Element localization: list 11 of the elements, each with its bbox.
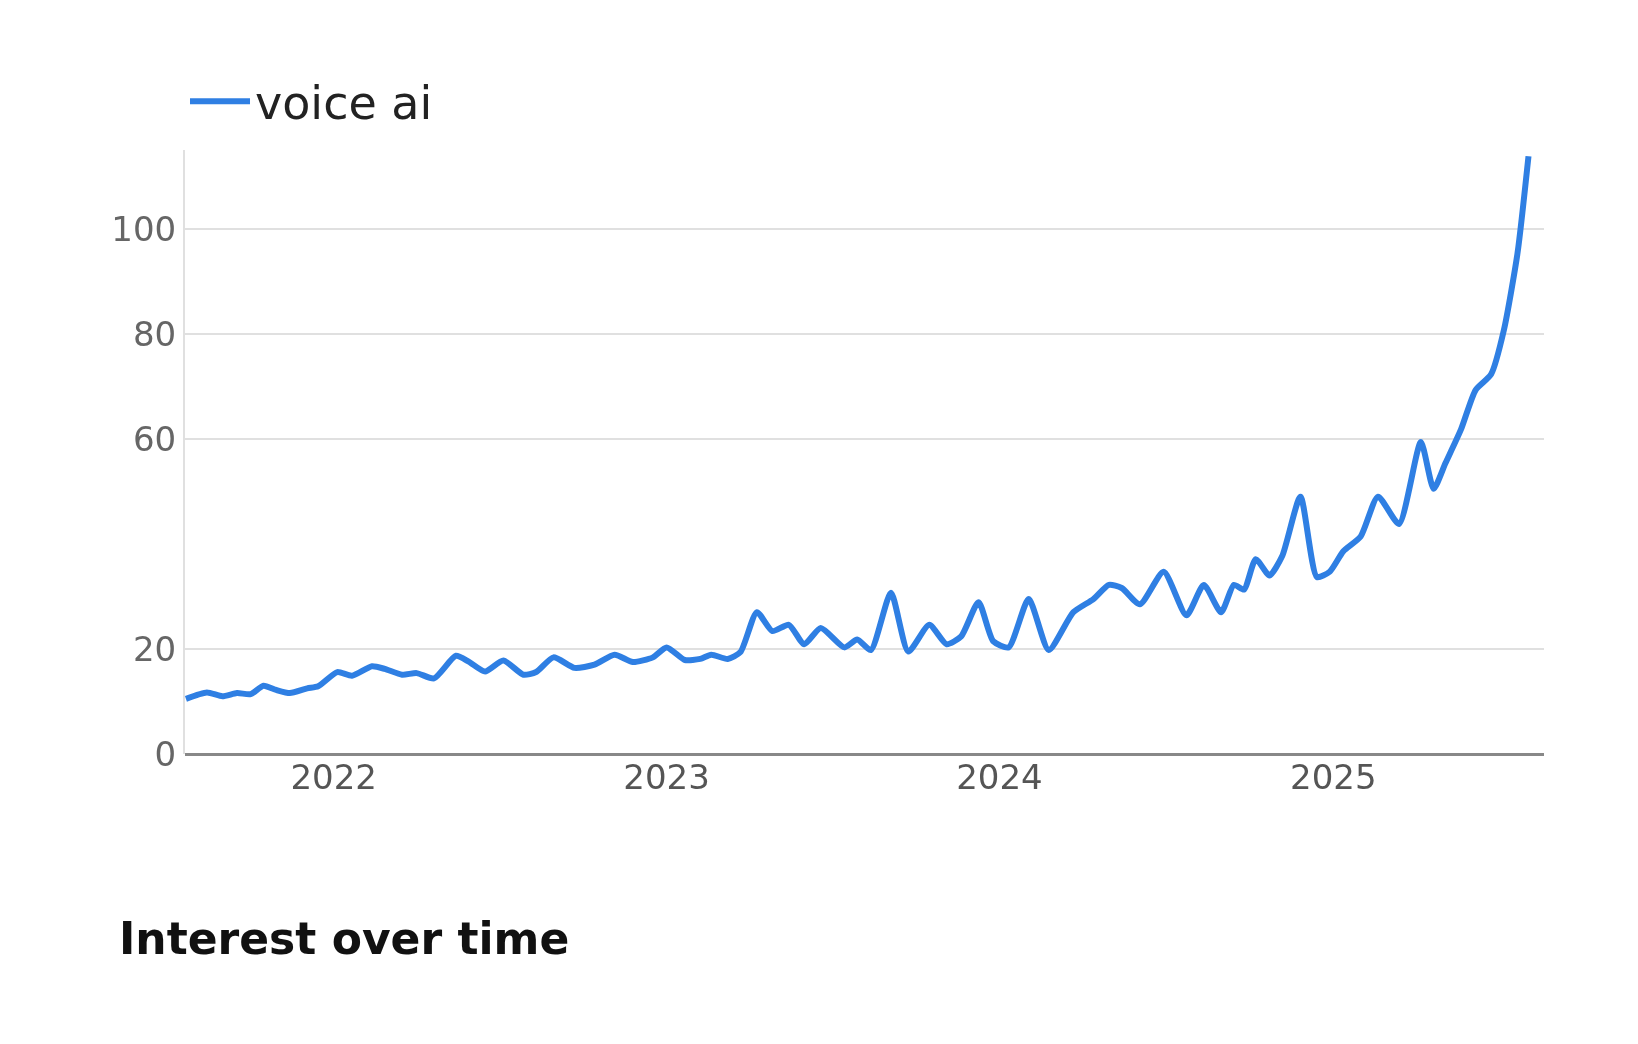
text: Interest over time [119, 913, 570, 964]
y-tick-label: 20 [132, 628, 177, 669]
y-tick-label: 60 [132, 418, 177, 459]
x-tick-label: 2022 [290, 757, 377, 797]
legend-label: voice ai [255, 76, 433, 131]
y-tick-label: 0 [154, 733, 177, 774]
x-tick-label: 2023 [623, 757, 710, 797]
x-tick-label: 2025 [1290, 757, 1377, 797]
y-tick-label: 100 [111, 208, 177, 249]
y-tick-label: 80 [132, 313, 177, 354]
x-tick-label: 2024 [956, 757, 1043, 797]
